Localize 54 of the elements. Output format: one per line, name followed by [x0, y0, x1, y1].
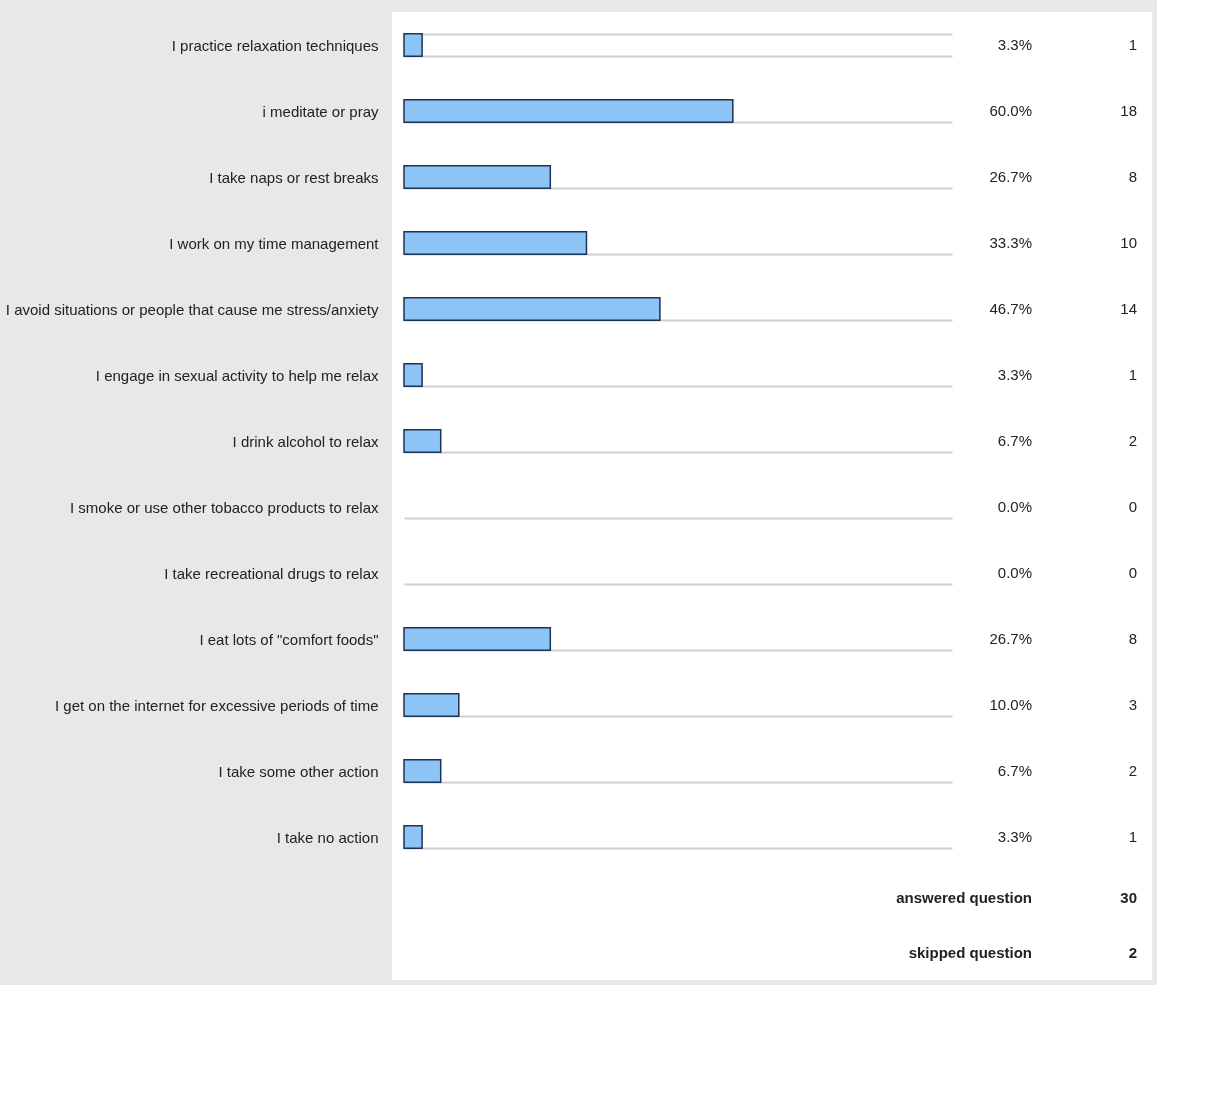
bar: [403, 825, 423, 849]
bar: [403, 33, 423, 57]
data-label: 3.3%: [997, 36, 1032, 53]
bar: [403, 759, 442, 783]
text: 18: [1120, 102, 1137, 119]
data-label: 26.7%: [989, 630, 1032, 647]
y-tick-label: I engage in sexual activity to help me relax: [95, 366, 379, 384]
y-tick-label: I take no action: [276, 828, 379, 846]
bar: [403, 693, 460, 717]
y-tick-label: I eat lots of "comfort foods": [199, 630, 379, 648]
data-label: 60.0%: [989, 102, 1032, 119]
y-tick-label: I take recreational drugs to relax: [164, 564, 379, 582]
bar: [403, 231, 588, 255]
y-tick-label: I practice relaxation techniques: [171, 36, 379, 54]
text: 14: [1120, 300, 1137, 317]
bar: [403, 627, 552, 651]
data-label: 26.7%: [989, 168, 1032, 185]
text: 0: [1128, 564, 1137, 581]
y-tick-label: I avoid situations or people that cause me stress/anxiety: [5, 300, 379, 318]
text: 2: [1128, 762, 1137, 779]
data-label: 0.0%: [997, 564, 1032, 581]
data-label: 6.7%: [997, 762, 1032, 779]
text: 0: [1128, 498, 1137, 515]
y-tick-label: I take naps or rest breaks: [209, 168, 379, 186]
bar: [403, 297, 661, 321]
data-label: 10.0%: [989, 696, 1032, 713]
text: 10: [1120, 234, 1137, 251]
bar: [403, 99, 734, 123]
text: 1: [1128, 828, 1137, 845]
y-tick-label: I smoke or use other tobacco products to relax: [70, 498, 379, 516]
text: 2: [1128, 943, 1137, 961]
y-tick-label: I drink alcohol to relax: [232, 432, 379, 450]
text: skipped question: [908, 943, 1032, 961]
text: 1: [1128, 366, 1137, 383]
bar: [403, 165, 552, 189]
y-tick-label: I take some other action: [218, 762, 379, 780]
y-tick-label: i meditate or pray: [262, 102, 379, 120]
text: answered question: [896, 888, 1032, 906]
data-label: 0.0%: [997, 498, 1032, 515]
data-label: 3.3%: [997, 828, 1032, 845]
text: 30: [1120, 888, 1137, 906]
bar: [403, 363, 423, 387]
y-tick-label: I work on my time management: [169, 234, 380, 252]
text: 2: [1128, 432, 1137, 449]
y-tick-label: I get on the internet for excessive periods of time: [54, 696, 379, 714]
text: 8: [1128, 630, 1137, 647]
text: 1: [1128, 36, 1137, 53]
data-label: 46.7%: [989, 300, 1032, 317]
data-label: 6.7%: [997, 432, 1032, 449]
text: 8: [1128, 168, 1137, 185]
bar: [403, 429, 442, 453]
data-label: 3.3%: [997, 366, 1032, 383]
text: 3: [1128, 696, 1137, 713]
data-label: 33.3%: [989, 234, 1032, 251]
